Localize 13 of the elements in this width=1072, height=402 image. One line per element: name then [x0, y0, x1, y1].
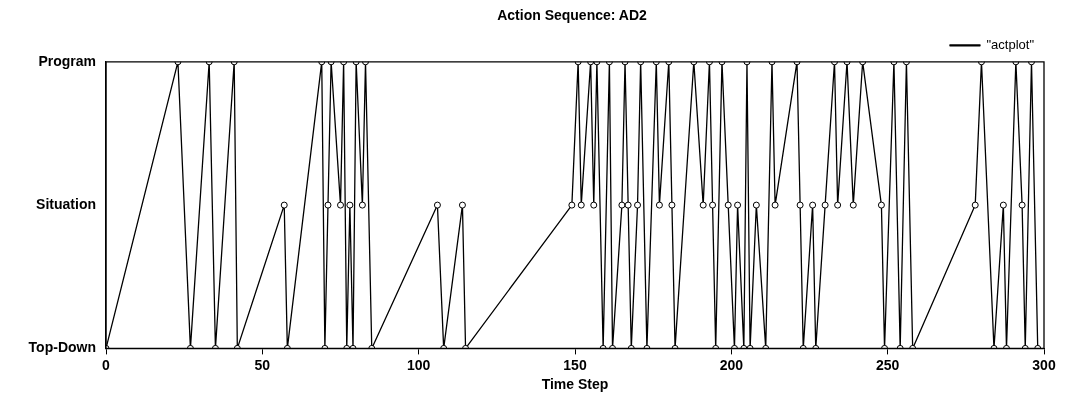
x-tick-label: 150 [563, 356, 587, 373]
legend-label: "actplot" [986, 36, 1035, 52]
text: Top-Down [28, 339, 96, 356]
x-tick-label: 100 [406, 356, 431, 373]
x-axis-title: Time Step [541, 376, 609, 393]
x-tick-label: 300 [1032, 356, 1056, 373]
x-tick-label: 250 [875, 356, 900, 373]
x-tick-label: 50 [254, 356, 271, 373]
x-tick-label: 200 [719, 356, 744, 373]
x-tick-label: 0 [102, 356, 111, 373]
chart-title: Action Sequence: AD2 [497, 7, 648, 24]
text: Program [38, 52, 96, 69]
text: Situation [36, 195, 96, 212]
